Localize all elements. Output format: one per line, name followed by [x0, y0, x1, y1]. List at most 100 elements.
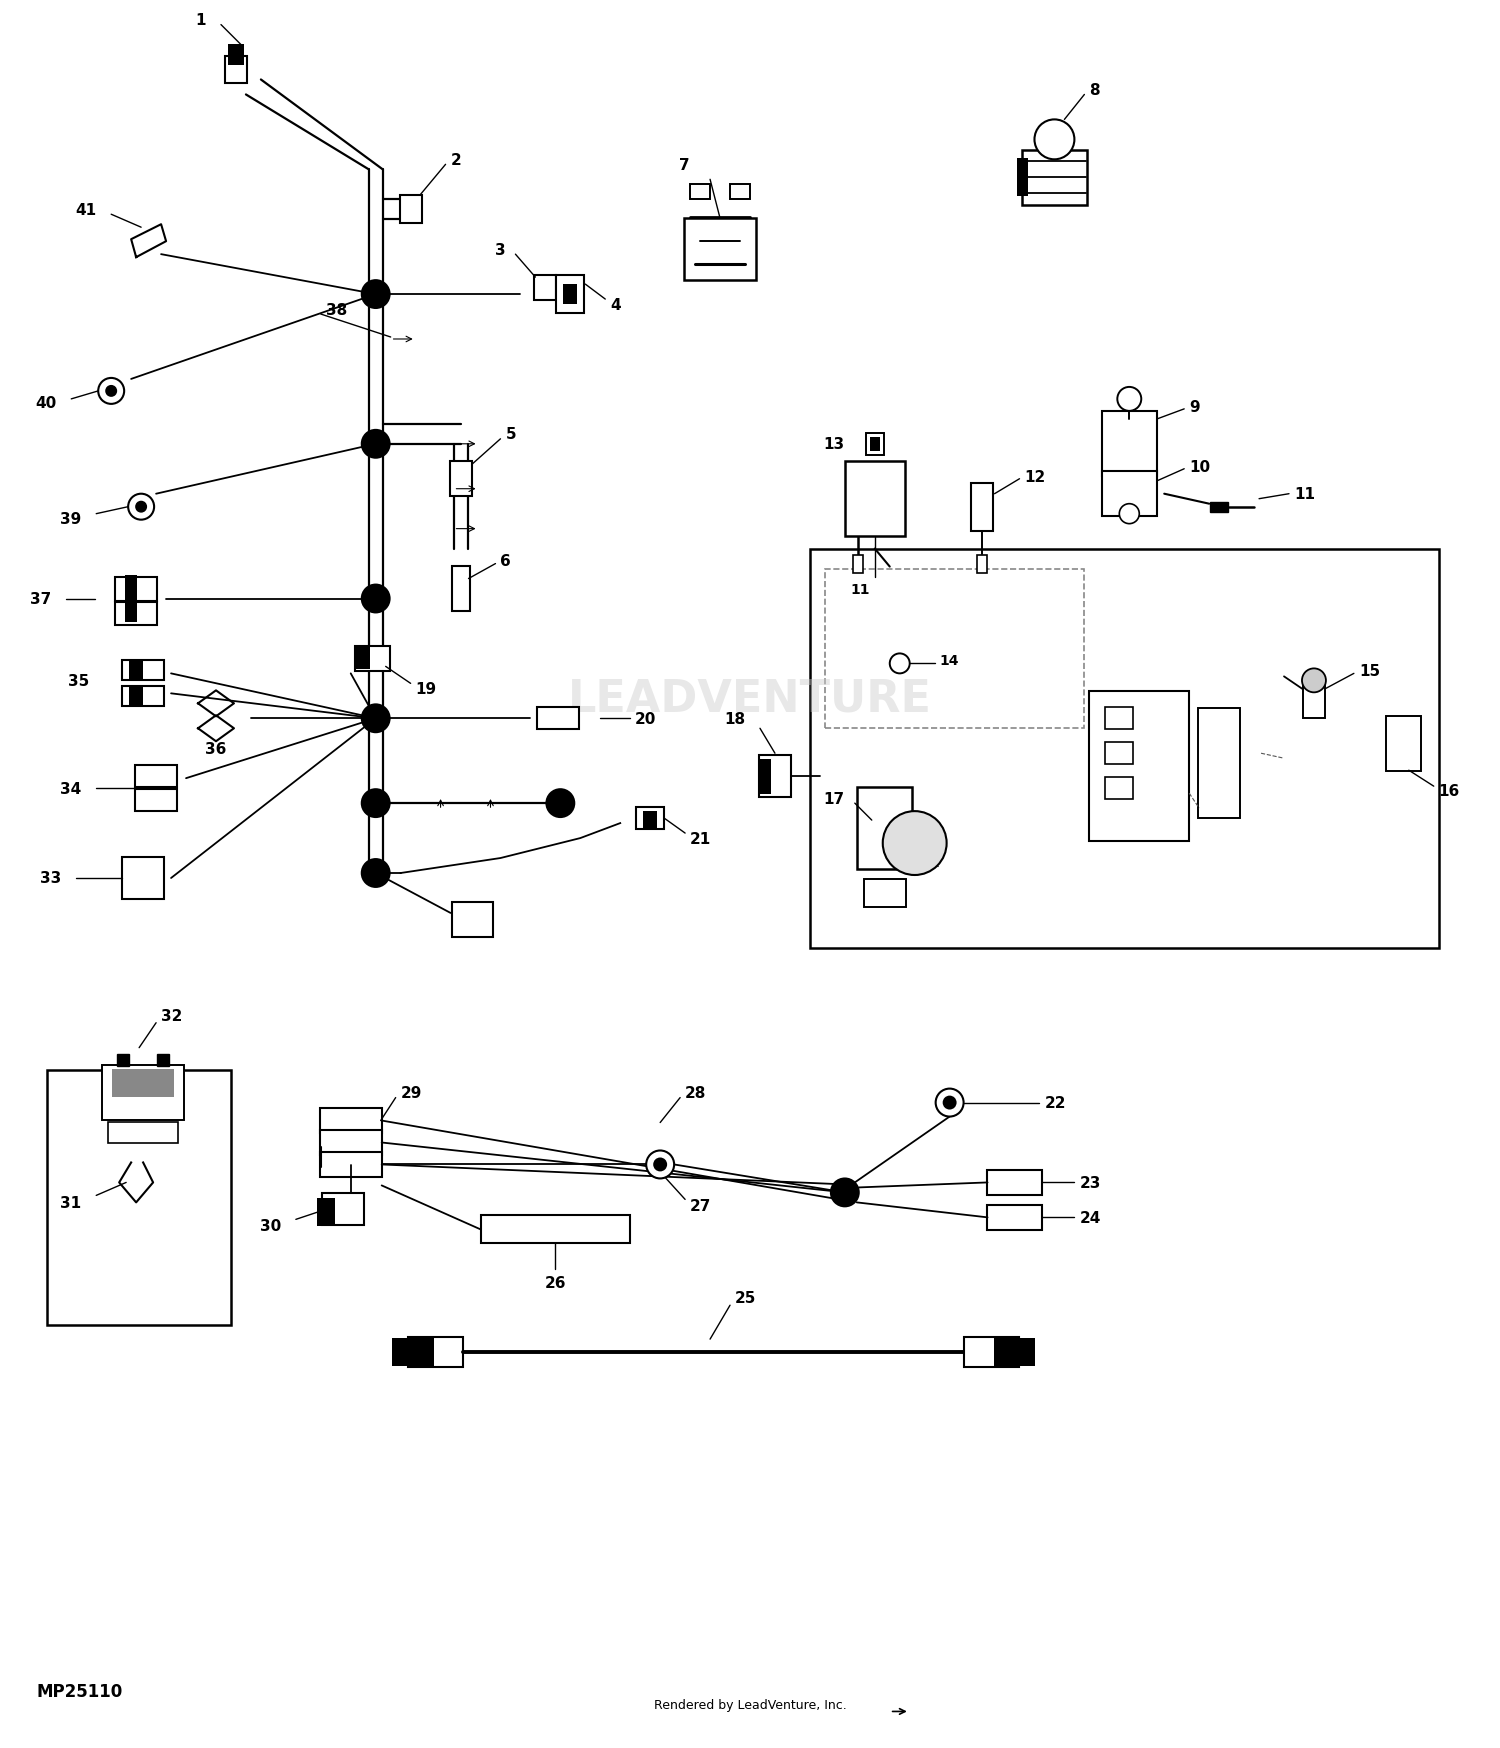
Bar [116, 577, 158, 601]
Bar [452, 904, 494, 939]
Bar [644, 811, 657, 830]
Bar [810, 549, 1438, 949]
Text: 34: 34 [60, 781, 81, 795]
Bar [135, 766, 177, 788]
Text: Rendered by LeadVenture, Inc.: Rendered by LeadVenture, Inc. [654, 1697, 846, 1711]
Bar [320, 1152, 381, 1176]
Text: MP25110: MP25110 [36, 1683, 123, 1701]
Text: 11: 11 [1294, 488, 1316, 502]
Bar [1304, 683, 1324, 718]
Text: 26: 26 [544, 1274, 566, 1290]
Circle shape [362, 790, 390, 818]
Bar [320, 1108, 381, 1133]
Text: 5: 5 [506, 427, 516, 442]
Bar [356, 647, 390, 671]
Text: 14: 14 [939, 654, 958, 668]
Text: 21: 21 [690, 830, 711, 846]
Text: 11: 11 [850, 582, 870, 596]
Circle shape [646, 1150, 674, 1178]
Text: 3: 3 [495, 243, 506, 257]
Bar [452, 566, 470, 612]
Bar [1048, 135, 1060, 147]
Bar [993, 1339, 1035, 1367]
Circle shape [831, 1178, 860, 1206]
Bar [135, 790, 177, 811]
Circle shape [362, 430, 390, 458]
Text: 1: 1 [195, 12, 206, 28]
Bar [122, 687, 164, 706]
Text: 33: 33 [40, 871, 62, 886]
Bar [1198, 710, 1240, 818]
Bar [46, 1070, 231, 1325]
Bar [759, 755, 790, 797]
Bar [858, 788, 912, 869]
Bar [537, 708, 579, 731]
Circle shape [136, 502, 146, 512]
Bar [322, 1194, 363, 1225]
Text: 15: 15 [1359, 664, 1380, 678]
Text: 22: 22 [1044, 1096, 1066, 1110]
Text: 30: 30 [260, 1218, 280, 1232]
Bar [1210, 502, 1228, 512]
Text: 9: 9 [1190, 400, 1200, 414]
Circle shape [944, 1098, 956, 1108]
Circle shape [98, 379, 124, 404]
Text: 39: 39 [60, 512, 81, 526]
Bar [564, 285, 578, 304]
Bar [1106, 778, 1134, 799]
Text: LEADVENTURE: LEADVENTURE [568, 678, 932, 720]
Polygon shape [198, 717, 234, 741]
Bar [480, 1215, 630, 1243]
Bar [1106, 743, 1134, 766]
Text: 8: 8 [1089, 82, 1100, 98]
Text: 36: 36 [206, 741, 226, 757]
Text: 4: 4 [610, 297, 621, 313]
Bar [987, 1204, 1042, 1231]
Circle shape [546, 790, 574, 818]
Bar [320, 1131, 381, 1155]
Bar [122, 661, 164, 682]
Bar [870, 437, 880, 451]
Circle shape [128, 495, 154, 521]
Bar [108, 1122, 178, 1143]
Bar [684, 218, 756, 281]
Text: 28: 28 [686, 1086, 706, 1101]
Text: 40: 40 [34, 397, 57, 411]
Bar [730, 185, 750, 199]
Text: 25: 25 [735, 1290, 756, 1306]
Bar [976, 556, 987, 573]
Text: 29: 29 [400, 1086, 422, 1101]
Circle shape [1118, 388, 1142, 411]
Text: 6: 6 [501, 554, 512, 568]
Bar [970, 484, 993, 531]
Circle shape [1302, 669, 1326, 692]
Circle shape [362, 704, 390, 732]
Bar [1386, 717, 1422, 771]
Text: 35: 35 [68, 673, 88, 689]
Text: 19: 19 [416, 682, 436, 696]
Bar [129, 661, 142, 682]
Bar [1089, 692, 1190, 841]
Bar [844, 461, 904, 537]
Bar [1106, 708, 1134, 731]
Bar [987, 1169, 1042, 1196]
Bar [392, 1339, 433, 1367]
Text: 37: 37 [30, 591, 51, 607]
Circle shape [106, 386, 116, 397]
Polygon shape [130, 225, 166, 259]
Circle shape [884, 811, 946, 876]
Bar [112, 1070, 174, 1098]
Bar [1102, 472, 1156, 517]
Bar [124, 575, 136, 622]
Circle shape [362, 281, 390, 309]
Circle shape [362, 586, 390, 614]
Text: 41: 41 [75, 203, 96, 217]
Bar [102, 1066, 184, 1120]
Circle shape [1119, 505, 1140, 524]
Bar [825, 570, 1084, 729]
Bar [759, 759, 771, 794]
Bar [122, 858, 164, 900]
Text: 24: 24 [1080, 1210, 1101, 1225]
Bar [556, 276, 585, 315]
Bar [117, 1054, 129, 1066]
